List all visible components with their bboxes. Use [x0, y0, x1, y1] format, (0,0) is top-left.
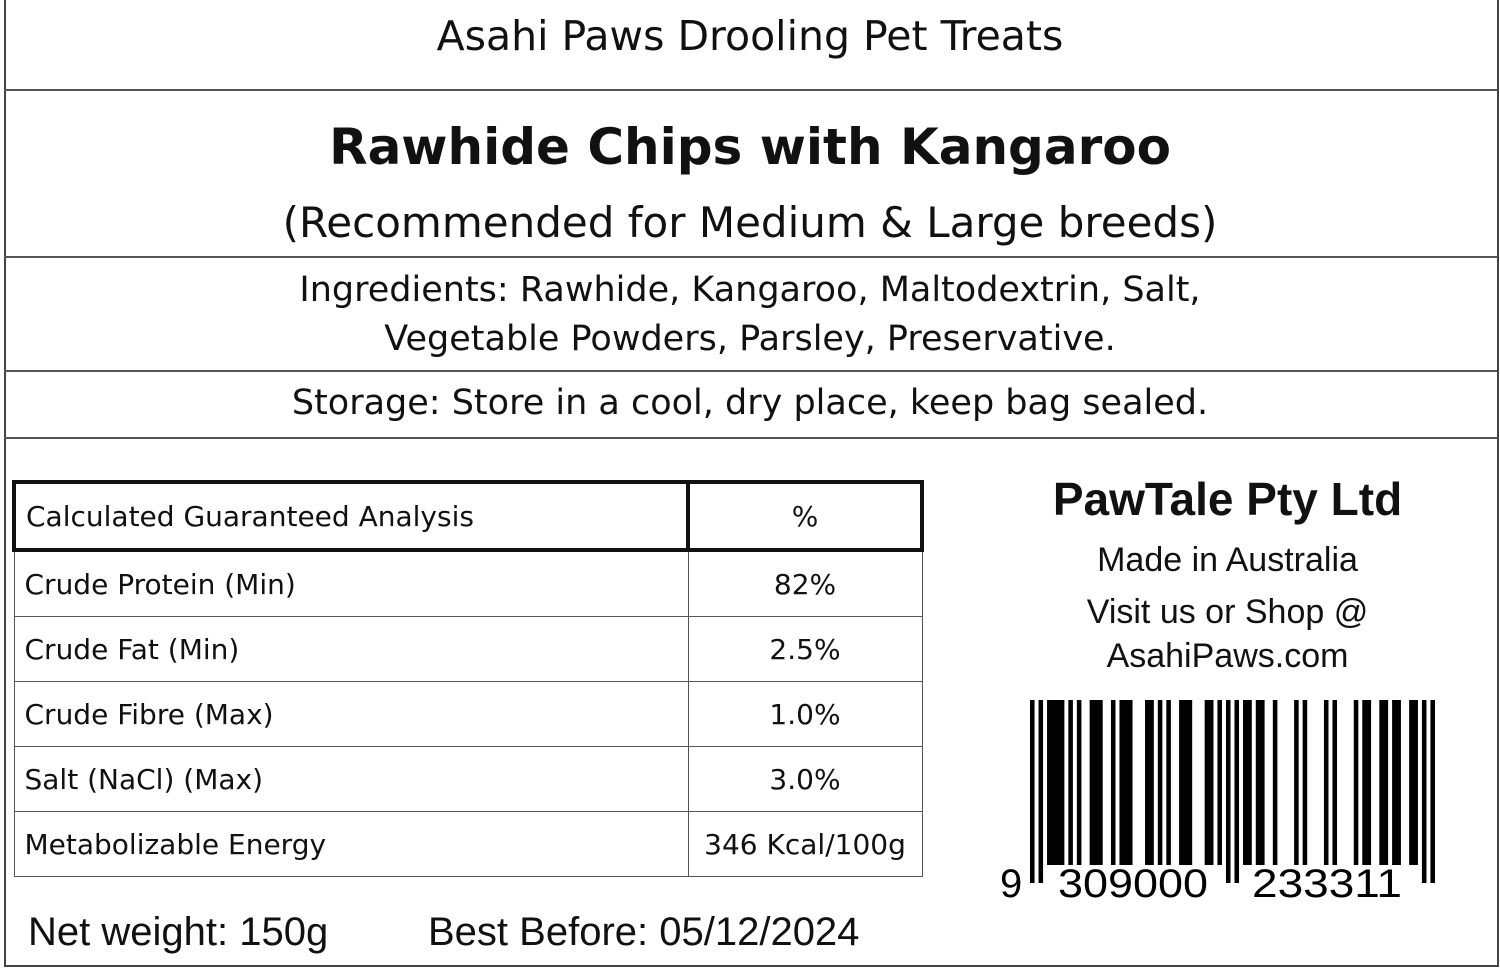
divider	[4, 437, 1497, 439]
barcode-bar	[1430, 700, 1435, 883]
barcode-bar	[1055, 700, 1061, 865]
barcode-bars	[1030, 700, 1435, 883]
barcode-bar	[1302, 700, 1308, 865]
divider	[4, 370, 1497, 372]
barcode-bar	[1076, 700, 1082, 865]
barcode-bar	[1119, 700, 1125, 865]
barcode-bar	[1183, 700, 1188, 865]
company-name: PawTale Pty Ltd	[1052, 473, 1403, 525]
guaranteed-analysis-table: Calculated Guaranteed Analysis % Crude P…	[12, 480, 924, 877]
table-row: Crude Fibre (Max) 1.0%	[13, 681, 923, 747]
barcode-bar	[1243, 700, 1248, 865]
barcode-bar	[1149, 700, 1154, 865]
divider	[4, 89, 1497, 91]
barcode-bar	[1353, 700, 1359, 865]
barcode-bar	[1123, 700, 1129, 865]
barcode-bar	[1059, 700, 1065, 865]
table-row: Crude Protein (Min) 82%	[13, 549, 923, 617]
divider	[4, 256, 1497, 258]
barcode-bar	[1051, 700, 1056, 865]
row-label: Crude Fibre (Max)	[13, 681, 689, 747]
row-value: 82%	[687, 549, 923, 617]
visit-text: Visit us or Shop @	[1086, 593, 1369, 631]
net-weight: Net weight: 150g	[28, 910, 329, 954]
barcode-digit-first: 9	[1000, 862, 1022, 906]
row-value: 1.0%	[687, 681, 923, 747]
barcode-digits-right: 233311	[1252, 862, 1402, 906]
barcode-bar	[1409, 700, 1414, 865]
barcode-bar	[1383, 700, 1389, 865]
barcode-bar	[1323, 700, 1329, 865]
barcode-bar	[1272, 700, 1278, 865]
barcode-bar	[1038, 700, 1044, 883]
barcode-bar	[1332, 700, 1338, 865]
barcode-bar	[1030, 700, 1035, 883]
barcode-bar	[1098, 700, 1103, 865]
table-header-row: Calculated Guaranteed Analysis %	[12, 480, 924, 552]
ingredients-line-2: Vegetable Powders, Parsley, Preservative…	[384, 319, 1116, 359]
barcode-bar	[1089, 700, 1095, 865]
barcode-bar	[1208, 700, 1214, 865]
product-recommendation: (Recommended for Medium & Large breeds)	[282, 198, 1218, 247]
barcode-bar	[1093, 700, 1099, 865]
barcode-bar	[1260, 700, 1265, 865]
barcode-bar	[1217, 700, 1222, 865]
barcode-bar	[1421, 700, 1427, 883]
barcode-bar	[1204, 700, 1210, 865]
barcode-bar	[1247, 700, 1252, 865]
barcode-bar	[1110, 700, 1116, 865]
row-label: Metabolizable Energy	[13, 811, 689, 877]
ingredients-line-1: Ingredients: Rawhide, Kangaroo, Maltodex…	[299, 270, 1201, 310]
best-before-date: Best Before: 05/12/2024	[428, 910, 860, 954]
barcode-bar	[1166, 700, 1171, 865]
storage-instructions: Storage: Store in a cool, dry place, kee…	[291, 383, 1209, 423]
row-label: Crude Protein (Min)	[13, 549, 689, 617]
table-row: Crude Fat (Min) 2.5%	[13, 616, 923, 682]
barcode-bar	[1379, 700, 1384, 865]
table-row: Salt (NaCl) (Max) 3.0%	[13, 746, 923, 812]
row-value: 2.5%	[687, 616, 923, 682]
barcode-bar	[1225, 700, 1231, 883]
table-row: Metabolizable Energy 346 Kcal/100g	[13, 811, 923, 877]
barcode-digits-left: 309000	[1058, 862, 1208, 906]
barcode-bar	[1145, 700, 1150, 865]
row-label: Salt (NaCl) (Max)	[13, 746, 689, 812]
row-value: 346 Kcal/100g	[687, 811, 923, 877]
barcode-bar	[1234, 700, 1240, 883]
barcode-bar	[1392, 700, 1397, 865]
origin: Made in Australia	[1097, 541, 1358, 579]
header-analysis: Calculated Guaranteed Analysis	[12, 480, 690, 552]
brand-title: Asahi Paws Drooling Pet Treats	[436, 12, 1064, 60]
barcode-bar	[1413, 700, 1418, 865]
website-link[interactable]: AsahiPaws.com	[1106, 637, 1349, 675]
barcode-bar	[1362, 700, 1367, 865]
barcode-bar	[1127, 700, 1133, 865]
barcode-bar	[1366, 700, 1372, 865]
row-value: 3.0%	[687, 746, 923, 812]
barcode-bar	[1068, 700, 1073, 865]
label-frame	[4, 0, 1499, 967]
barcode: 9 309000 233311	[1000, 700, 1435, 906]
barcode-bar	[1396, 700, 1401, 865]
header-percent: %	[687, 480, 924, 552]
barcode-bar	[1047, 700, 1052, 865]
barcode-bar	[1294, 700, 1299, 865]
ingredients: Ingredients: Rawhide, Kangaroo, Maltodex…	[0, 266, 1500, 364]
barcode-bar	[1157, 700, 1163, 865]
barcode-bar	[1255, 700, 1261, 865]
product-name: Rawhide Chips with Kangaroo	[329, 118, 1171, 176]
row-label: Crude Fat (Min)	[13, 616, 689, 682]
barcode-bar	[1187, 700, 1193, 865]
barcode-bar	[1179, 700, 1184, 865]
